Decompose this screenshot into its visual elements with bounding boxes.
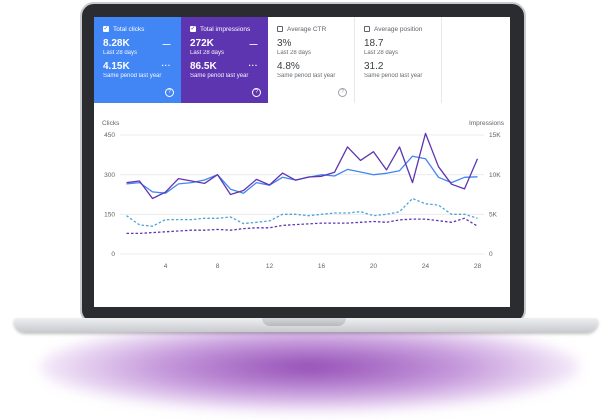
checkbox-checked-icon[interactable]: ✓ [103,26,109,32]
card-prev-period: Same period last year [103,73,162,79]
card-spacer [442,17,510,103]
laptop-screen: ✓ Total clicks 8.28K — Last 28 days 4.15… [94,17,510,307]
help-icon[interactable]: ? [338,88,347,97]
dash-line-icon: — [162,40,171,49]
laptop-notch [262,318,346,326]
x-tick-label: 12 [266,263,274,270]
card-prev-value: 86.5K [190,61,217,72]
dotted-line-icon: ··· [248,61,258,70]
card-prev-period: Same period last year [277,73,336,79]
metric-cards: ✓ Total clicks 8.28K — Last 28 days 4.15… [94,17,510,103]
x-tick-label: 20 [370,263,378,270]
checkbox-unchecked-icon[interactable] [277,26,283,32]
right-tick-label: 10K [489,172,501,179]
card-label: Total clicks [113,25,145,33]
card-label: Average position [374,25,423,33]
left-axis-title: Clicks [102,120,120,127]
card-prev-period: Same period last year [190,73,249,79]
x-tick-label: 4 [164,263,168,270]
x-tick-label: 24 [422,263,430,270]
x-tick-label: 16 [318,263,326,270]
card-value: 8.28K [103,38,130,49]
left-tick-label: 450 [104,132,115,139]
performance-chart: Clicks Impressions 450 15K 300 10K 150 5K 0 0 4 8 12… [102,120,505,270]
card-label: Average CTR [287,25,327,33]
checkbox-unchecked-icon[interactable] [364,26,370,32]
x-tick-label: 28 [474,263,482,270]
checkbox-checked-icon[interactable]: ✓ [190,26,196,32]
card-average-ctr[interactable]: Average CTR 3% Last 28 days 4.8% Same pe… [268,17,355,103]
card-period: Last 28 days [277,50,312,56]
right-tick-label: 15K [489,132,501,139]
right-tick-label: 5K [489,212,498,219]
card-average-position[interactable]: Average position 18.7 Last 28 days 31.2 … [355,17,442,103]
card-label: Total impressions [200,25,251,33]
left-tick-label: 300 [104,172,115,179]
card-value: 272K [190,38,214,49]
card-prev-value: 4.8% [277,61,300,72]
card-period: Last 28 days [190,50,225,56]
help-icon[interactable]: ? [165,88,174,97]
dash-line-icon: — [249,40,258,49]
card-prev-value: 31.2 [364,61,384,72]
series-line-impressions_prev [126,217,478,235]
card-total-impressions[interactable]: ✓ Total impressions 272K — Last 28 days … [181,17,268,103]
right-tick-label: 0 [489,251,493,258]
series-line-clicks_prev [126,197,478,227]
card-period: Last 28 days [364,50,399,56]
right-axis-title: Impressions [469,120,505,127]
help-icon[interactable]: ? [252,88,261,97]
card-prev-value: 4.15K [103,61,130,72]
left-tick-label: 150 [104,212,115,219]
card-total-clicks[interactable]: ✓ Total clicks 8.28K — Last 28 days 4.15… [94,17,181,103]
x-tick-label: 8 [216,263,220,270]
left-tick-label: 0 [111,251,115,258]
card-prev-period: Same period last year [364,73,423,79]
card-value: 18.7 [364,38,384,49]
card-value: 3% [277,38,292,49]
purple-glow [40,322,580,412]
dotted-line-icon: ··· [161,61,171,70]
card-period: Last 28 days [103,50,138,56]
series-line-impressions [126,132,479,200]
